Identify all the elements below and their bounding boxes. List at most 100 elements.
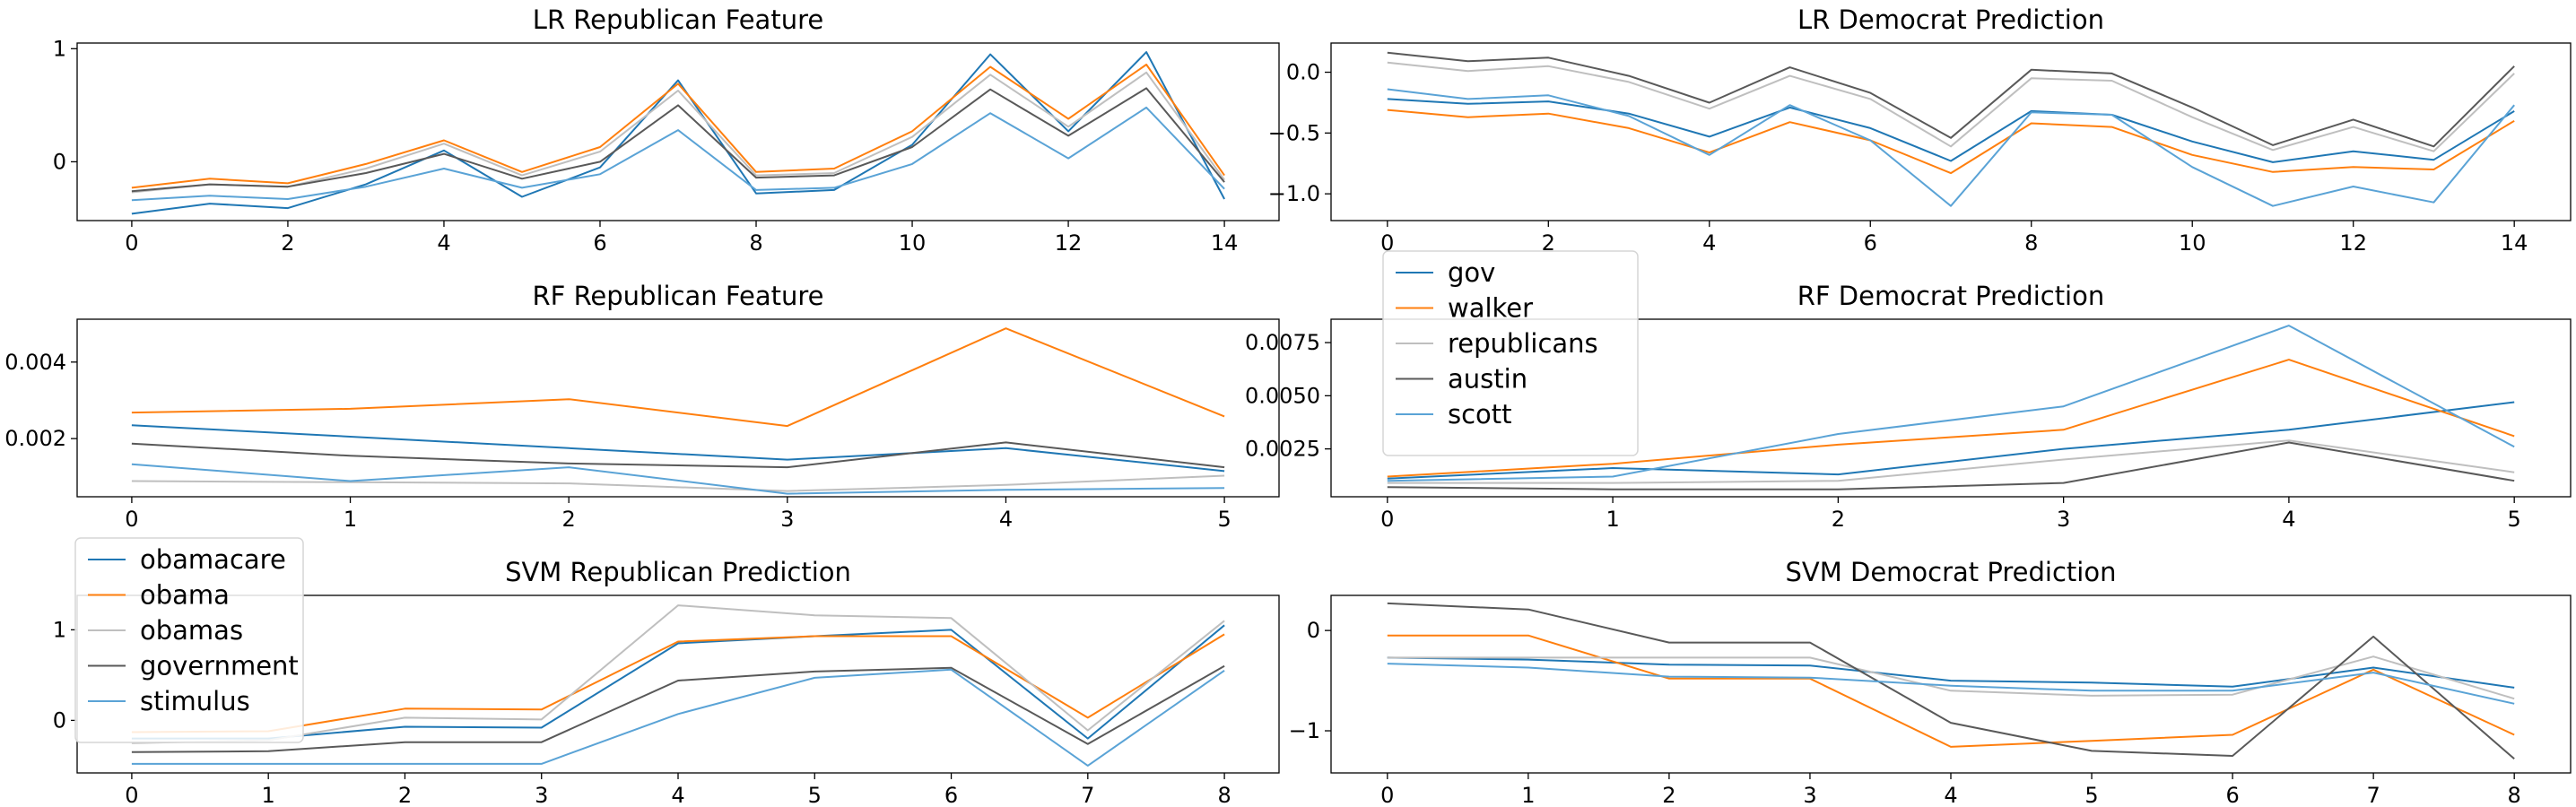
legend-label-gov: gov — [1448, 257, 1495, 288]
y-tick-label: 0 — [53, 707, 66, 733]
series-line-obamas — [131, 474, 1225, 492]
series-line-stimulus — [131, 668, 1225, 767]
x-tick-label: 4 — [2282, 507, 2295, 532]
legend-label-obamas: obamas — [140, 615, 243, 646]
y-tick-label: 0 — [53, 149, 66, 174]
chart-title: LR Democrat Prediction — [1797, 4, 2104, 35]
x-tick-label: 5 — [808, 783, 822, 807]
x-tick-label: 1 — [262, 783, 275, 807]
x-tick-label: 2 — [281, 230, 294, 256]
x-tick-label: 4 — [999, 507, 1013, 532]
y-tick-label: 1 — [53, 36, 66, 61]
legend-label-government: government — [140, 651, 299, 681]
series-line-scott — [1387, 88, 2515, 207]
legend-frame — [1382, 250, 1639, 456]
x-tick-label: 6 — [2225, 783, 2239, 807]
chart-svm-democrat-prediction: SVM Democrat Prediction 0 1 2 3 4 5 6 7 8 0 −1 — [1289, 557, 2572, 807]
x-tick-label: 0 — [125, 507, 138, 532]
x-tick-label: 14 — [1211, 230, 1239, 256]
series-line-austin — [1387, 602, 2515, 760]
x-tick-label: 3 — [1803, 783, 1816, 807]
legend-label-obamacare: obamacare — [140, 544, 286, 575]
y-tick-label: 0.002 — [4, 426, 66, 451]
series-line-austin — [1387, 441, 2515, 490]
x-tick-label: 6 — [1864, 230, 1877, 256]
x-tick-label: 0 — [125, 230, 138, 256]
plot-frame — [76, 318, 1280, 498]
series-line-obamacare — [131, 424, 1225, 473]
legend-republican: obamacare obama obamas government stimulus — [74, 537, 304, 743]
series-line-obama — [131, 64, 1225, 189]
series-line-obamacare — [131, 51, 1225, 215]
series-line-obama — [131, 633, 1225, 733]
plot-frame — [1330, 318, 2572, 498]
x-tick-label: 14 — [2501, 230, 2528, 256]
series-line-republicans — [1387, 439, 2515, 484]
x-tick-label: 0 — [1380, 230, 1394, 256]
y-tick-label: 0.0050 — [1245, 383, 1320, 408]
series-line-government — [131, 87, 1225, 193]
x-tick-label: 6 — [593, 230, 606, 256]
x-tick-label: 8 — [2024, 230, 2038, 256]
y-tick-label: −1.0 — [1268, 181, 1320, 206]
series-line-obamacare — [131, 624, 1225, 740]
legend-label-republicans: republicans — [1448, 328, 1598, 359]
x-tick-label: 3 — [2057, 507, 2070, 532]
series-line-government — [131, 441, 1225, 469]
x-tick-label: 0 — [125, 783, 138, 807]
x-tick-label: 6 — [944, 783, 958, 807]
chart-title: SVM Republican Prediction — [505, 557, 851, 587]
chart-lr-republican-feature: LR Republican Feature 0 2 4 6 8 10 12 14 0 1 — [53, 4, 1280, 256]
x-tick-label: 2 — [1832, 507, 1845, 532]
x-tick-label: 2 — [562, 507, 576, 532]
x-tick-label: 3 — [780, 507, 794, 532]
series-line-gov — [1387, 656, 2515, 689]
y-tick-label: 0.0025 — [1245, 437, 1320, 462]
x-tick-label: 0 — [1380, 783, 1394, 807]
series-line-republicans — [1387, 61, 2515, 152]
series-line-stimulus — [131, 463, 1225, 495]
legend-label-walker: walker — [1448, 293, 1533, 324]
chart-title: LR Republican Feature — [533, 4, 823, 35]
chart-lr-democrat-prediction: LR Democrat Prediction 0 2 4 6 8 10 12 14 0.0 −0.5… — [1268, 4, 2572, 256]
y-tick-label: 0.004 — [4, 350, 66, 375]
x-tick-label: 2 — [1542, 230, 1555, 256]
legend-label-scott: scott — [1448, 399, 1512, 430]
legend-label-austin: austin — [1448, 364, 1527, 395]
series-line-republicans — [1387, 655, 2515, 700]
plot-frame — [1330, 42, 2572, 221]
x-tick-label: 4 — [1944, 783, 1957, 807]
x-tick-label: 12 — [2339, 230, 2367, 256]
y-tick-label: 0.0 — [1286, 60, 1320, 85]
y-tick-label: 0.0075 — [1245, 330, 1320, 355]
legend-democrat: gov walker republicans austin scott — [1382, 250, 1639, 456]
series-line-walker — [1387, 634, 2515, 748]
series-line-government — [131, 664, 1225, 753]
x-tick-label: 1 — [344, 507, 357, 532]
series-line-scott — [1387, 325, 2515, 482]
x-tick-label: 8 — [2508, 783, 2521, 807]
x-tick-label: 8 — [1217, 783, 1231, 807]
x-tick-label: 0 — [1380, 507, 1394, 532]
chart-svm-republican-prediction: SVM Republican Prediction 0 1 2 3 4 5 6 7 8 0 1 — [53, 557, 1280, 807]
legend-frame — [74, 537, 304, 743]
x-tick-label: 2 — [398, 783, 412, 807]
y-tick-label: −0.5 — [1268, 120, 1320, 145]
legend-label-obama: obama — [140, 580, 230, 611]
chart-title: RF Republican Feature — [533, 281, 824, 311]
series-line-obama — [131, 327, 1225, 428]
x-tick-label: 4 — [437, 230, 450, 256]
x-tick-label: 10 — [899, 230, 927, 256]
x-tick-label: 8 — [749, 230, 762, 256]
x-tick-label: 1 — [1606, 507, 1619, 532]
series-line-walker — [1387, 108, 2515, 175]
chart-title: SVM Democrat Prediction — [1786, 557, 2117, 587]
legend-label-stimulus: stimulus — [140, 686, 250, 716]
y-tick-label: −1 — [1289, 718, 1320, 743]
series-line-gov — [1387, 401, 2515, 480]
series-line-walker — [1387, 359, 2515, 478]
x-tick-label: 5 — [2084, 783, 2098, 807]
series-line-austin — [1387, 51, 2515, 148]
x-tick-label: 12 — [1055, 230, 1083, 256]
x-tick-label: 7 — [2366, 783, 2380, 807]
